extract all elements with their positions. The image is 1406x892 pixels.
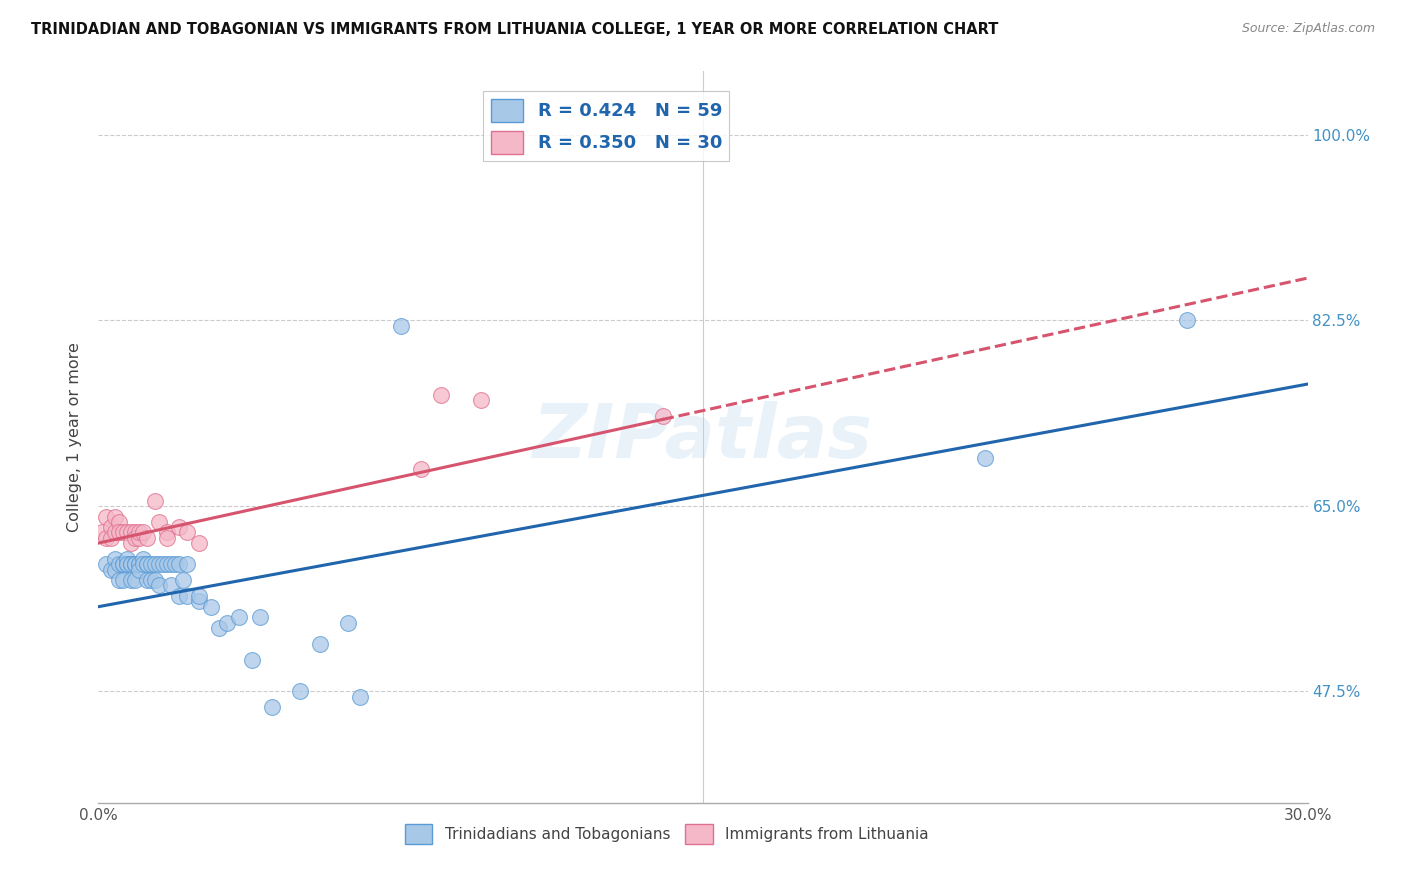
- Point: [148, 515, 170, 529]
- Point: [128, 525, 150, 540]
- Point: [120, 558, 142, 572]
- Text: Source: ZipAtlas.com: Source: ZipAtlas.com: [1241, 22, 1375, 36]
- Point: [217, 615, 239, 630]
- Point: [111, 558, 134, 572]
- Point: [651, 409, 673, 423]
- Point: [96, 509, 118, 524]
- Point: [188, 589, 211, 603]
- Y-axis label: College, 1 year or more: College, 1 year or more: [67, 343, 83, 532]
- Point: [103, 509, 125, 524]
- Point: [128, 531, 150, 545]
- Point: [139, 573, 162, 587]
- Point: [115, 552, 138, 566]
- Point: [208, 621, 231, 635]
- Point: [124, 558, 146, 572]
- Point: [470, 392, 492, 407]
- Point: [309, 637, 332, 651]
- Point: [167, 520, 190, 534]
- Point: [156, 525, 179, 540]
- Point: [249, 610, 271, 624]
- Text: ZIPatlas: ZIPatlas: [533, 401, 873, 474]
- Point: [128, 558, 150, 572]
- Text: TRINIDADIAN AND TOBAGONIAN VS IMMIGRANTS FROM LITHUANIA COLLEGE, 1 YEAR OR MORE : TRINIDADIAN AND TOBAGONIAN VS IMMIGRANTS…: [31, 22, 998, 37]
- Point: [128, 558, 150, 572]
- Point: [176, 589, 198, 603]
- Point: [176, 558, 198, 572]
- Point: [156, 558, 179, 572]
- Point: [152, 558, 174, 572]
- Point: [124, 531, 146, 545]
- Point: [389, 318, 412, 333]
- Point: [148, 578, 170, 592]
- Point: [148, 558, 170, 572]
- Point: [172, 573, 194, 587]
- Point: [107, 515, 129, 529]
- Point: [111, 525, 134, 540]
- Point: [103, 552, 125, 566]
- Point: [132, 558, 155, 572]
- Point: [124, 573, 146, 587]
- Point: [100, 531, 122, 545]
- Point: [100, 520, 122, 534]
- Point: [974, 451, 997, 466]
- Point: [124, 558, 146, 572]
- Point: [115, 558, 138, 572]
- Point: [120, 536, 142, 550]
- Point: [160, 558, 183, 572]
- Point: [143, 573, 166, 587]
- Point: [96, 558, 118, 572]
- Point: [143, 558, 166, 572]
- Point: [135, 558, 157, 572]
- Point: [128, 563, 150, 577]
- Point: [132, 525, 155, 540]
- Point: [107, 573, 129, 587]
- Point: [115, 558, 138, 572]
- Point: [111, 558, 134, 572]
- Point: [1175, 313, 1198, 327]
- Point: [188, 594, 211, 608]
- Point: [135, 558, 157, 572]
- Point: [115, 525, 138, 540]
- Point: [103, 525, 125, 540]
- Point: [228, 610, 250, 624]
- Point: [107, 558, 129, 572]
- Point: [100, 563, 122, 577]
- Point: [167, 589, 190, 603]
- Point: [135, 531, 157, 545]
- Legend: Trinidadians and Tobagonians, Immigrants from Lithuania: Trinidadians and Tobagonians, Immigrants…: [399, 818, 935, 850]
- Point: [143, 493, 166, 508]
- Point: [163, 558, 186, 572]
- Point: [91, 525, 114, 540]
- Point: [120, 558, 142, 572]
- Point: [156, 531, 179, 545]
- Point: [200, 599, 222, 614]
- Point: [188, 536, 211, 550]
- Point: [124, 558, 146, 572]
- Point: [288, 684, 311, 698]
- Point: [120, 525, 142, 540]
- Point: [111, 573, 134, 587]
- Point: [96, 531, 118, 545]
- Point: [103, 563, 125, 577]
- Point: [240, 653, 263, 667]
- Point: [132, 552, 155, 566]
- Point: [167, 558, 190, 572]
- Point: [430, 387, 453, 401]
- Point: [135, 573, 157, 587]
- Point: [260, 700, 283, 714]
- Point: [160, 578, 183, 592]
- Point: [349, 690, 371, 704]
- Point: [337, 615, 360, 630]
- Point: [409, 462, 432, 476]
- Point: [107, 525, 129, 540]
- Point: [176, 525, 198, 540]
- Point: [139, 558, 162, 572]
- Point: [124, 525, 146, 540]
- Point: [120, 573, 142, 587]
